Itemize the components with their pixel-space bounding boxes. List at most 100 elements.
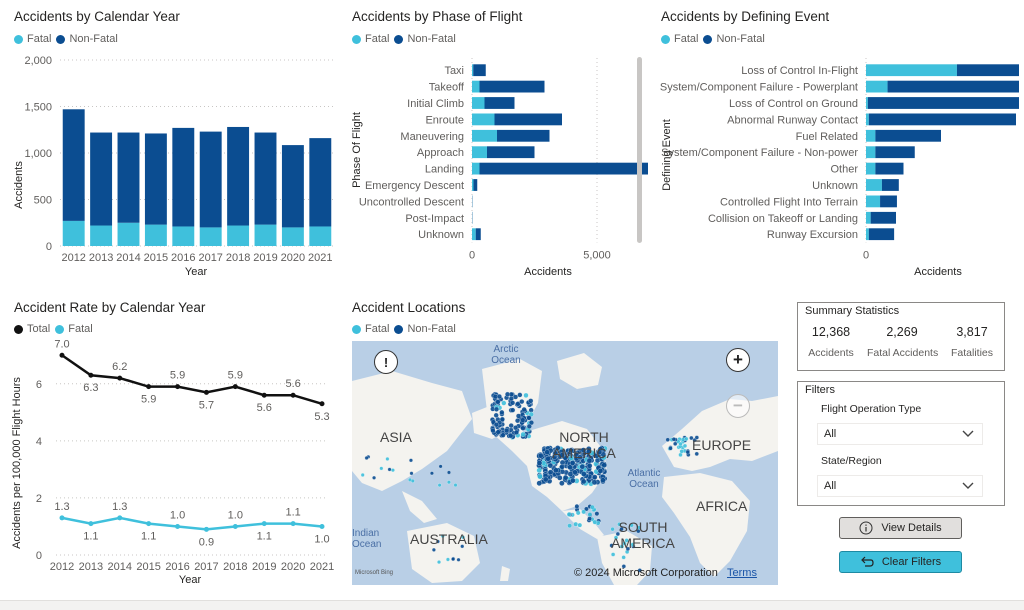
x-tick-label: 2018	[226, 252, 250, 264]
nonfatal-bar	[875, 163, 903, 175]
nonfatal-bar	[282, 145, 304, 227]
accident-map[interactable]: Arctic Ocean ASIA NORTH AMERICA EUROPE A…	[352, 341, 778, 585]
fatal-bar	[866, 97, 868, 109]
fatal-accidents-label: Fatal Accidents	[867, 347, 937, 359]
fatal-accident-point	[611, 552, 615, 556]
europe-land	[662, 396, 778, 471]
nonfatal-accident-point	[575, 504, 579, 508]
chevron-down-icon	[962, 479, 974, 491]
x-tick-label: 2017	[198, 252, 222, 264]
arctic-ocean-label: Arctic Ocean	[484, 344, 528, 366]
x-tick-label: 0	[469, 249, 475, 261]
nonfatal-accident-point	[494, 407, 499, 412]
nonfatal-accident-point	[432, 548, 436, 552]
accidents-value: 12,368	[798, 325, 864, 339]
nonfatal-accident-point	[592, 480, 597, 485]
fatal-legend-label: Fatal	[674, 33, 698, 45]
africa-label: AFRICA	[696, 498, 747, 514]
nonfatal-accident-point	[598, 468, 603, 473]
fatal-accident-point	[576, 511, 580, 515]
fatal-bar	[866, 228, 869, 240]
map-info-button[interactable]: !	[374, 350, 398, 374]
data-label: 6.3	[83, 382, 98, 394]
nonfatal-bar	[63, 109, 85, 221]
category-label: Approach	[417, 147, 464, 159]
data-label: 1.1	[141, 531, 156, 543]
nonfatal-accident-point	[559, 464, 564, 469]
nonfatal-legend-label: Non-Fatal	[69, 33, 117, 45]
nonfatal-bar	[474, 179, 478, 191]
nonfatal-bar	[480, 163, 649, 175]
category-label: Abnormal Runway Contact	[727, 114, 858, 126]
nonfatal-accident-point	[501, 433, 506, 438]
category-label: Landing	[425, 164, 464, 176]
map-zoom-out-button[interactable]: −	[726, 394, 750, 418]
nonfatal-accident-point	[372, 476, 376, 480]
fatalities-value: 3,817	[940, 325, 1004, 339]
fatal-point	[146, 521, 151, 526]
nonfatal-bar	[495, 113, 563, 125]
fatal-legend-dot	[55, 325, 64, 334]
category-label: Emergency Descent	[365, 180, 464, 192]
fatal-bar	[472, 130, 497, 142]
fatal-accident-point	[361, 473, 365, 477]
arctic-islands-land	[557, 353, 602, 389]
nonfatal-bar	[227, 127, 249, 226]
y-tick-label: 1,000	[24, 148, 52, 160]
fatal-point	[233, 524, 238, 529]
fatal-legend-dot	[352, 325, 361, 334]
nonfatal-legend-dot	[56, 35, 65, 44]
accidents-label: Accidents	[798, 347, 864, 359]
flight-operation-type-dropdown[interactable]: All	[817, 423, 983, 445]
nonfatal-accident-point	[581, 479, 586, 484]
nonfatal-accident-point	[510, 408, 515, 413]
fatal-legend-dot	[352, 35, 361, 44]
x-tick-label: 2020	[281, 561, 305, 573]
x-tick-label: 2015	[136, 561, 160, 573]
fatal-accident-point	[680, 449, 684, 453]
nonfatal-accident-point	[548, 470, 553, 475]
map-terms-link[interactable]: Terms	[727, 567, 757, 579]
southeast-asia-land	[402, 491, 437, 523]
fatal-bar	[145, 225, 167, 246]
year-chart-legend: Fatal Non-Fatal	[14, 33, 118, 45]
year-chart-ylabel: Accidents	[13, 161, 25, 209]
event-bar-chart[interactable]: Loss of Control In-FlightSystem/Componen…	[657, 50, 1019, 280]
rate-chart-xlabel: Year	[179, 574, 202, 586]
data-label: 5.6	[257, 402, 272, 414]
phase-chart-scrollbar[interactable]	[637, 57, 642, 243]
fatal-point	[60, 515, 65, 520]
europe-label: EUROPE	[692, 437, 751, 453]
nonfatal-accident-point	[510, 400, 515, 405]
fatal-accident-point	[593, 520, 597, 524]
data-label: 5.3	[314, 411, 329, 423]
x-tick-label: 2014	[108, 561, 132, 573]
total-point	[291, 393, 296, 398]
nonfatal-accident-point	[519, 399, 524, 404]
nonfatal-accident-point	[515, 418, 520, 423]
total-point	[233, 384, 238, 389]
state-region-dropdown[interactable]: All	[817, 475, 983, 497]
x-tick-label: 2020	[281, 252, 305, 264]
fatal-bar	[472, 64, 473, 76]
nonfatal-accident-point	[409, 459, 413, 463]
view-details-button[interactable]: View Details	[839, 517, 962, 539]
data-label: 5.7	[199, 399, 214, 411]
flight-operation-type-label: Flight Operation Type	[821, 403, 921, 415]
nonfatal-accident-point	[521, 426, 526, 431]
data-label: 1.3	[112, 501, 127, 513]
category-label: Unknown	[418, 229, 464, 241]
category-label: Enroute	[425, 114, 464, 126]
map-zoom-in-button[interactable]: +	[726, 348, 750, 372]
nonfatal-accident-point	[543, 477, 548, 482]
clear-filters-button[interactable]: Clear Filters	[839, 551, 962, 573]
north-america-label: NORTH AMERICA	[552, 429, 616, 461]
nonfatal-accident-point	[497, 394, 502, 399]
event-chart-title: Accidents by Defining Event	[661, 9, 829, 24]
nonfatal-accident-point	[686, 450, 690, 454]
fatal-bar	[866, 130, 875, 142]
map-copyright: © 2024 Microsoft Corporation	[574, 567, 718, 579]
